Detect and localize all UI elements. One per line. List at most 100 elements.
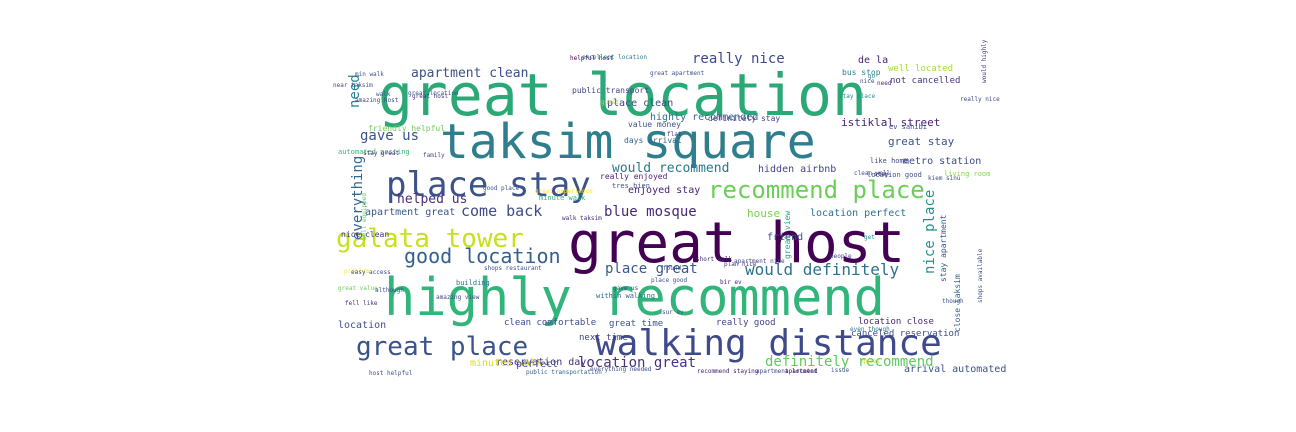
- cloud-word: problem: [344, 268, 370, 275]
- cloud-word: shops restaurant: [484, 265, 542, 272]
- cloud-word: days arrival: [624, 136, 682, 145]
- cloud-word: minutes walk: [470, 358, 542, 369]
- cloud-word: host helpful: [369, 370, 413, 377]
- cloud-word: great stay: [888, 135, 955, 148]
- cloud-word: walk taksim: [562, 215, 602, 222]
- cloud-word: would highly: [981, 39, 988, 83]
- cloud-word: nice place: [922, 190, 938, 274]
- cloud-word: apartment located: [756, 368, 818, 375]
- cloud-word: location close: [858, 317, 934, 327]
- cloud-word: would recommend: [612, 161, 729, 176]
- cloud-word: ev sahibi: [889, 123, 927, 131]
- cloud-word: galata tower: [336, 224, 524, 254]
- cloud-word: nice clean: [341, 230, 389, 239]
- cloud-word: close taksim: [953, 274, 962, 332]
- cloud-word: definitely stay: [708, 114, 780, 123]
- cloud-word: reservation day: [496, 357, 586, 368]
- cloud-word: place great: [605, 261, 698, 277]
- cloud-word: amazing host: [355, 97, 399, 104]
- cloud-word: helpful host: [570, 55, 614, 62]
- cloud-word: tres bien: [612, 182, 650, 190]
- cloud-word: flat: [667, 131, 682, 138]
- cloud-word: apartment: [785, 368, 818, 375]
- cloud-word: excellent location: [582, 54, 647, 61]
- cloud-word: istiklal street: [841, 116, 940, 129]
- cloud-word: everything needed: [590, 366, 652, 373]
- cloud-word: clean comfortable: [504, 318, 596, 328]
- cloud-word: stay great: [363, 150, 400, 157]
- cloud-word: good place: [483, 185, 520, 192]
- cloud-word: guest: [601, 99, 619, 106]
- cloud-word: great location: [408, 90, 459, 97]
- cloud-word: public transportation: [526, 369, 602, 376]
- cloud-word: great time: [609, 319, 663, 329]
- cloud-word: great host: [412, 93, 449, 100]
- cloud-word: come back: [461, 202, 542, 220]
- cloud-word: kiem sinu: [928, 175, 961, 182]
- cloud-word: need: [347, 74, 363, 108]
- cloud-word: taksim square: [440, 114, 816, 170]
- cloud-word: great experience: [535, 188, 593, 195]
- cloud-word: great host: [568, 211, 905, 276]
- cloud-word: apartment great: [365, 207, 455, 218]
- cloud-word: highly recommend: [384, 268, 885, 328]
- cloud-word: recommend staying: [697, 368, 759, 375]
- cloud-word: recommend place: [708, 176, 925, 204]
- cloud-word: bir ev: [720, 279, 742, 286]
- cloud-word: walking distance: [595, 323, 942, 364]
- cloud-word: amazing view: [436, 294, 480, 301]
- cloud-word: great view: [783, 211, 792, 259]
- cloud-word: enjoyed stay: [628, 185, 700, 196]
- cloud-word: issue: [831, 367, 849, 374]
- cloud-word: friendly helpful: [368, 124, 445, 133]
- cloud-word: canceled reservation: [851, 329, 959, 339]
- cloud-word: minute walk: [539, 194, 586, 202]
- cloud-word: place stay: [386, 165, 591, 205]
- cloud-word: really enjoyed: [600, 172, 668, 181]
- cloud-word: hidden airbnb: [758, 164, 836, 175]
- cloud-word: clean well: [854, 170, 891, 177]
- cloud-word: although: [375, 287, 404, 294]
- cloud-word: though: [942, 298, 964, 305]
- cloud-word: sur ev: [662, 309, 684, 316]
- cloud-word: next time: [579, 333, 628, 343]
- cloud-word: min walk: [355, 71, 384, 78]
- cloud-word: people: [830, 253, 852, 260]
- cloud-word: really nice: [960, 96, 1000, 103]
- cloud-word: everything: [350, 156, 366, 240]
- cloud-word: location: [338, 320, 386, 331]
- cloud-word: well located: [888, 64, 953, 74]
- cloud-word: found: [663, 265, 681, 272]
- cloud-word: not cancelled: [890, 76, 960, 86]
- cloud-word: perfect: [516, 359, 558, 370]
- cloud-word: location great: [578, 355, 696, 371]
- cloud-word: highly recommended: [650, 112, 758, 123]
- cloud-word: like home: [870, 157, 908, 165]
- cloud-word: shops available: [977, 248, 984, 303]
- cloud-word: place good: [651, 277, 688, 284]
- cloud-word: apartment nice: [734, 258, 785, 265]
- cloud-word: building: [456, 279, 490, 287]
- cloud-word: friend: [767, 232, 803, 243]
- cloud-word: really good: [716, 318, 776, 328]
- cloud-word: stay: [874, 171, 889, 178]
- cloud-word: plan nice: [724, 261, 757, 268]
- cloud-word: metro station: [903, 156, 981, 167]
- cloud-word: near taksim: [333, 82, 373, 89]
- cloud-word: quiet: [862, 358, 880, 365]
- cloud-word: apartment clean: [411, 66, 528, 81]
- cloud-word: get: [864, 234, 875, 241]
- cloud-word: public transport: [572, 86, 649, 95]
- cloud-word: walk: [376, 91, 391, 98]
- cloud-word: de la: [858, 55, 888, 66]
- cloud-word: helped us: [397, 192, 467, 207]
- cloud-word: gave us: [360, 128, 419, 144]
- cloud-word: easy access: [351, 269, 391, 276]
- cloud-word: location perfect: [810, 208, 906, 219]
- cloud-word: stay apartment: [939, 214, 948, 282]
- cloud-word: stay place: [839, 93, 876, 100]
- cloud-word: house: [747, 207, 780, 220]
- cloud-word: living room: [944, 170, 990, 178]
